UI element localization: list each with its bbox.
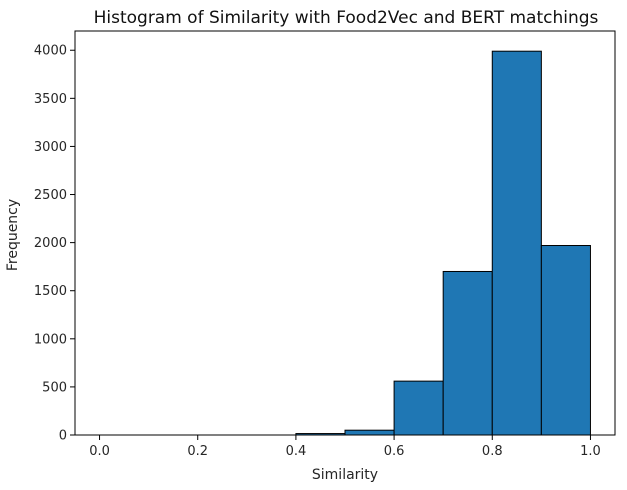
x-axis: 0.0 0.2 0.4 0.6 0.8 1.0	[89, 435, 601, 459]
x-tick-label: 0.4	[286, 444, 307, 459]
y-tick-label: 3000	[34, 140, 67, 155]
histogram-bar-7	[442, 270, 493, 436]
y-tick-label: 2000	[34, 236, 67, 251]
x-tick-label: 1.0	[580, 444, 601, 459]
chart-title: Histogram of Similarity with Food2Vec an…	[94, 8, 599, 28]
x-axis-label: Similarity	[312, 467, 378, 483]
y-tick-label: 500	[42, 380, 67, 395]
y-tick-label: 1000	[34, 332, 67, 347]
y-tick-label: 4000	[34, 44, 67, 59]
y-tick-label: 0	[59, 429, 67, 444]
plot-frame	[74, 30, 616, 436]
x-tick-label: 0.2	[187, 444, 208, 459]
y-tick-label: 1500	[34, 284, 67, 299]
histogram-bar-8	[491, 50, 542, 436]
y-tick-label: 2500	[34, 188, 67, 203]
y-axis: 0 500 1000 1500 2000 2500 3000 3500 4000	[34, 44, 75, 444]
histogram-bar-6	[393, 380, 444, 436]
x-tick-label: 0.6	[384, 444, 405, 459]
histogram-bar-5	[344, 429, 395, 436]
x-tick-label: 0.0	[89, 444, 110, 459]
bars-group	[295, 50, 591, 436]
histogram-bar-9	[540, 245, 591, 436]
y-axis-label: Frequency	[5, 199, 21, 271]
y-tick-label: 3500	[34, 92, 67, 107]
x-tick-label: 0.8	[482, 444, 503, 459]
